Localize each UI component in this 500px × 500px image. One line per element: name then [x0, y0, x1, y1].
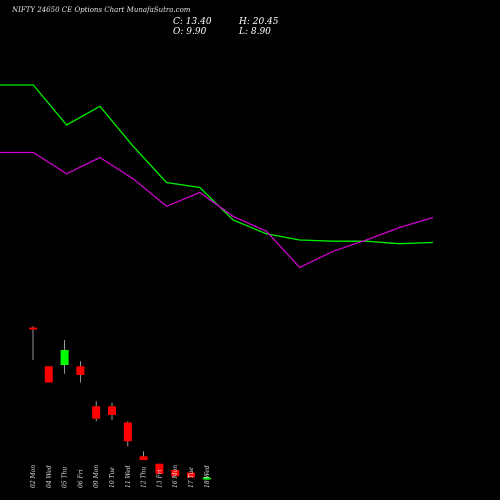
candle-body: [92, 406, 101, 419]
low-value: L: 8.90: [239, 27, 271, 37]
candle-body: [171, 470, 180, 477]
high-value: H: 20.45: [239, 17, 279, 27]
x-tick-label: 02 Mon: [30, 465, 37, 488]
moving-average-layer: [0, 84, 434, 269]
candles-layer: [29, 326, 211, 480]
candle-body: [108, 406, 116, 415]
candle-body: [187, 472, 195, 478]
x-tick-label: 04 Wed: [46, 465, 53, 488]
chart-title: NIFTY 24650 CE Options Chart MunafaSutra…: [12, 6, 191, 14]
ma-fast-line: [0, 84, 433, 245]
candle-body: [76, 366, 85, 375]
candle-3: [60, 340, 69, 374]
x-tick-label: 10 Tue: [109, 467, 116, 488]
candle-body: [44, 366, 53, 383]
ma-slow-line: [0, 151, 434, 269]
close-value: C: 13.40: [173, 17, 212, 27]
x-tick-label: 17 Tue: [188, 467, 195, 488]
x-tick-label: 05 Thu: [62, 467, 69, 488]
x-tick-label: 13 Fri: [156, 469, 163, 488]
x-tick-label: 18 Wed: [204, 465, 211, 488]
candle-body: [139, 456, 148, 460]
candle-9: [155, 463, 164, 474]
candle-5: [92, 401, 101, 422]
candle-4: [76, 361, 85, 383]
x-tick-label: 12 Thu: [141, 467, 148, 488]
candle-8: [139, 451, 148, 460]
x-tick-label: 11 Wed: [125, 465, 132, 488]
candle-6: [108, 402, 116, 420]
open-value: O: 9.90: [173, 27, 207, 37]
candle-2: [44, 366, 53, 383]
candle-10: [171, 470, 180, 477]
candle-7: [123, 421, 132, 447]
candle-body: [155, 463, 164, 474]
x-tick-label: 06 Fri: [77, 469, 84, 488]
candle-body: [123, 422, 132, 442]
candle-1: [29, 326, 37, 360]
x-axis-ticks: 02 Mon 04 Wed 05 Thu 06 Fri 09 Mon 10 Tue 11 W…: [30, 465, 211, 488]
x-tick-label: 16 Mon: [172, 465, 179, 488]
candle-body: [29, 327, 37, 330]
candle-body: [60, 350, 69, 365]
candle-body: [202, 477, 211, 480]
candle-11: [187, 472, 195, 478]
x-tick-label: 09 Mon: [93, 465, 100, 488]
candle-12: [202, 476, 211, 480]
